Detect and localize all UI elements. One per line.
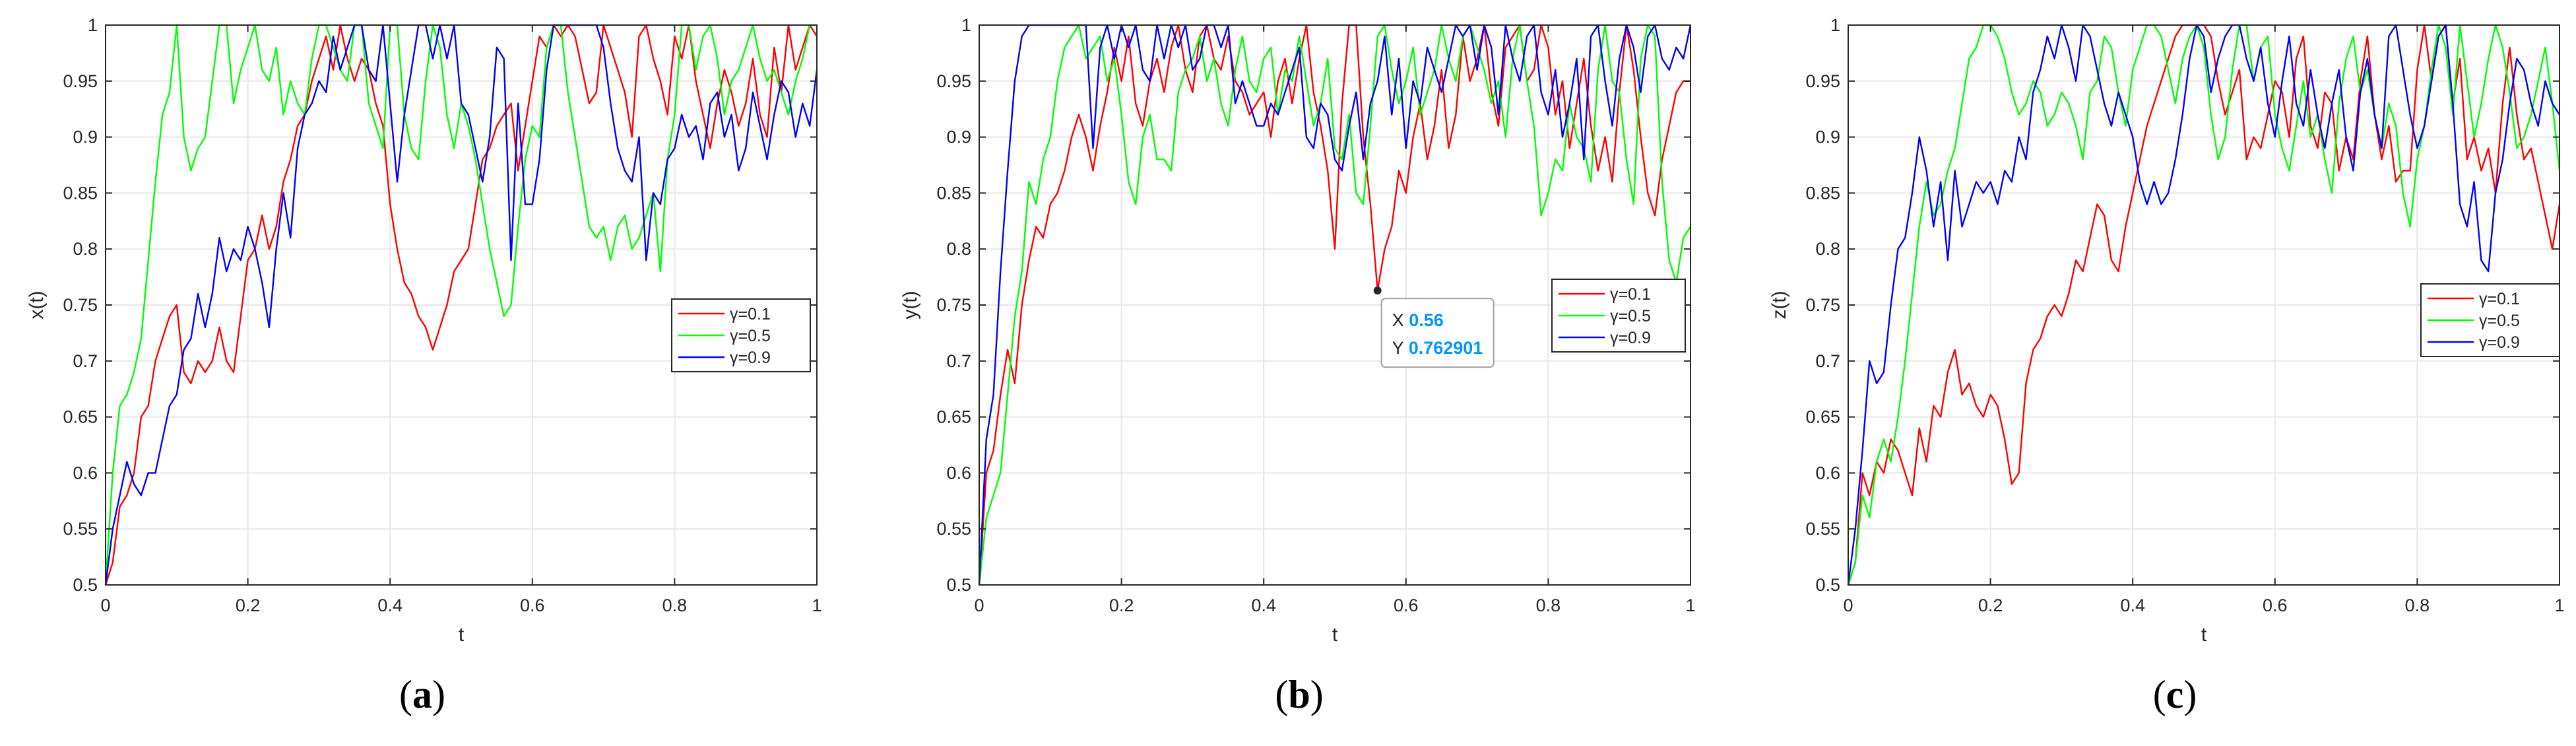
panel-label-b: (b)	[1275, 673, 1324, 716]
legend-entry-label: γ=0.9	[2479, 333, 2520, 352]
y-tick-label: 0.75	[936, 295, 971, 315]
y-tick-label: 0.6	[1815, 463, 1840, 483]
x-tick-label: 0.8	[1536, 595, 1561, 615]
y-tick-label: 0.55	[63, 519, 98, 539]
y-tick-label: 0.9	[946, 127, 971, 147]
x-tick-label: 0.4	[377, 595, 402, 615]
panel-label-a: (a)	[399, 673, 445, 716]
y-tick-label: 0.9	[73, 127, 98, 147]
x-axis-label: t	[2201, 624, 2207, 646]
legend-entry-label: γ=0.1	[730, 305, 771, 323]
y-tick-label: 0.6	[73, 463, 98, 483]
x-tick-label: 0.8	[2405, 595, 2430, 615]
y-tick-label: 0.5	[73, 575, 98, 595]
y-tick-label: 0.7	[946, 351, 971, 371]
datatip-y-value: 0.762901	[1409, 338, 1483, 358]
y-axis-label: z(t)	[1768, 290, 1790, 319]
y-tick-label: 0.85	[63, 183, 98, 203]
legend: γ=0.1 γ=0.5 γ=0.9	[1551, 279, 1686, 353]
y-tick-label: 1	[88, 15, 98, 35]
y-tick-label: 0.75	[1805, 295, 1840, 315]
chart-panel-3: 0 0.2 0.4 0.6 0.8 1 0.5 0.55 0.6 0.65 0.7 0.75 0.8 0.…	[1768, 15, 2565, 646]
y-tick-label: 0.95	[1805, 71, 1840, 91]
y-tick-label: 0.6	[946, 463, 971, 483]
x-tick-label: 0.4	[2120, 595, 2145, 615]
datatip-marker[interactable]	[1373, 287, 1382, 295]
x-tick-label: 0.4	[1251, 595, 1276, 615]
y-tick-label: 0.85	[1805, 183, 1840, 203]
y-tick-label: 0.65	[936, 407, 971, 427]
legend-entry-label: γ=0.5	[1610, 307, 1651, 325]
x-tick-label: 0	[1843, 595, 1853, 615]
y-tick-label: 0.95	[936, 71, 971, 91]
x-tick-label: 0.2	[1109, 595, 1134, 615]
datatip-box	[1380, 298, 1495, 368]
chart-panel-2: 0 0.2 0.4 0.6 0.8 1 0.5 0.55 0.6 0.65 0.7 0.75 0.8 0.…	[899, 15, 1696, 646]
x-tick-label: 0.6	[1394, 595, 1419, 615]
chart-panel-1: 0 0.2 0.4 0.6 0.8 1 0.5 0.55 0.6 0.65 0.7 0.75 0.8 0.…	[26, 15, 822, 646]
y-tick-label: 0.55	[1805, 519, 1840, 539]
legend: γ=0.1 γ=0.5 γ=0.9	[2420, 283, 2560, 357]
legend-entry-label: γ=0.9	[730, 349, 771, 367]
series-line-3	[104, 24, 818, 586]
y-tick-label: 0.8	[946, 239, 971, 259]
series-line-2	[978, 24, 1692, 586]
datatip-x-row: X 0.56	[1392, 310, 1444, 330]
y-tick-label: 0.8	[73, 239, 98, 259]
x-tick-label: 0.6	[520, 595, 545, 615]
y-tick-label: 0.55	[936, 519, 971, 539]
x-tick-label: 0	[974, 595, 984, 615]
legend-entry-label: γ=0.9	[1610, 329, 1651, 347]
x-tick-label: 0.6	[2263, 595, 2288, 615]
y-tick-label: 1	[1830, 15, 1840, 35]
x-tick-label: 0.2	[1978, 595, 2003, 615]
legend-box	[1551, 279, 1686, 353]
y-tick-label: 0.9	[1815, 127, 1840, 147]
series-line-3	[1847, 24, 2561, 586]
x-axis-label: t	[1332, 624, 1338, 646]
y-tick-label: 0.7	[73, 351, 98, 371]
legend-entry-label: γ=0.5	[730, 327, 771, 345]
y-tick-label: 0.65	[63, 407, 98, 427]
y-tick-label: 1	[961, 15, 971, 35]
y-tick-label: 0.75	[63, 295, 98, 315]
panel-label-c: (c)	[2152, 673, 2197, 716]
datatip-x-label: X	[1392, 310, 1409, 330]
y-tick-label: 0.85	[936, 183, 971, 203]
x-tick-label: 0	[100, 595, 110, 615]
legend-entry-label: γ=0.5	[2479, 312, 2520, 330]
y-tick-label: 0.5	[1815, 575, 1840, 595]
y-tick-label: 0.7	[1815, 351, 1840, 371]
x-tick-label: 1	[812, 595, 821, 615]
y-tick-label: 0.8	[1815, 239, 1840, 259]
y-tick-label: 0.5	[946, 575, 971, 595]
datatip-y-label: Y	[1392, 338, 1409, 358]
series-line-1	[978, 24, 1690, 586]
y-tick-label: 0.95	[63, 71, 98, 91]
series-line-3	[978, 24, 1692, 586]
x-tick-label: 0.8	[662, 595, 688, 615]
y-tick-label: 0.65	[1805, 407, 1840, 427]
datatip-y-row: Y 0.762901	[1392, 338, 1483, 358]
series-line-1	[104, 24, 818, 586]
y-axis-label: x(t)	[26, 290, 48, 319]
legend-entry-label: γ=0.1	[1610, 285, 1651, 304]
legend: γ=0.1 γ=0.5 γ=0.9	[671, 298, 811, 372]
datatip-x-value: 0.56	[1409, 310, 1444, 330]
x-tick-label: 1	[1685, 595, 1695, 615]
y-axis-label: y(t)	[899, 290, 921, 319]
x-tick-label: 0.2	[236, 595, 261, 615]
x-axis-label: t	[459, 624, 465, 646]
x-tick-label: 1	[2554, 595, 2564, 615]
legend-entry-label: γ=0.1	[2479, 290, 2520, 308]
datatip[interactable]: X 0.56Y 0.762901	[1373, 287, 1495, 368]
